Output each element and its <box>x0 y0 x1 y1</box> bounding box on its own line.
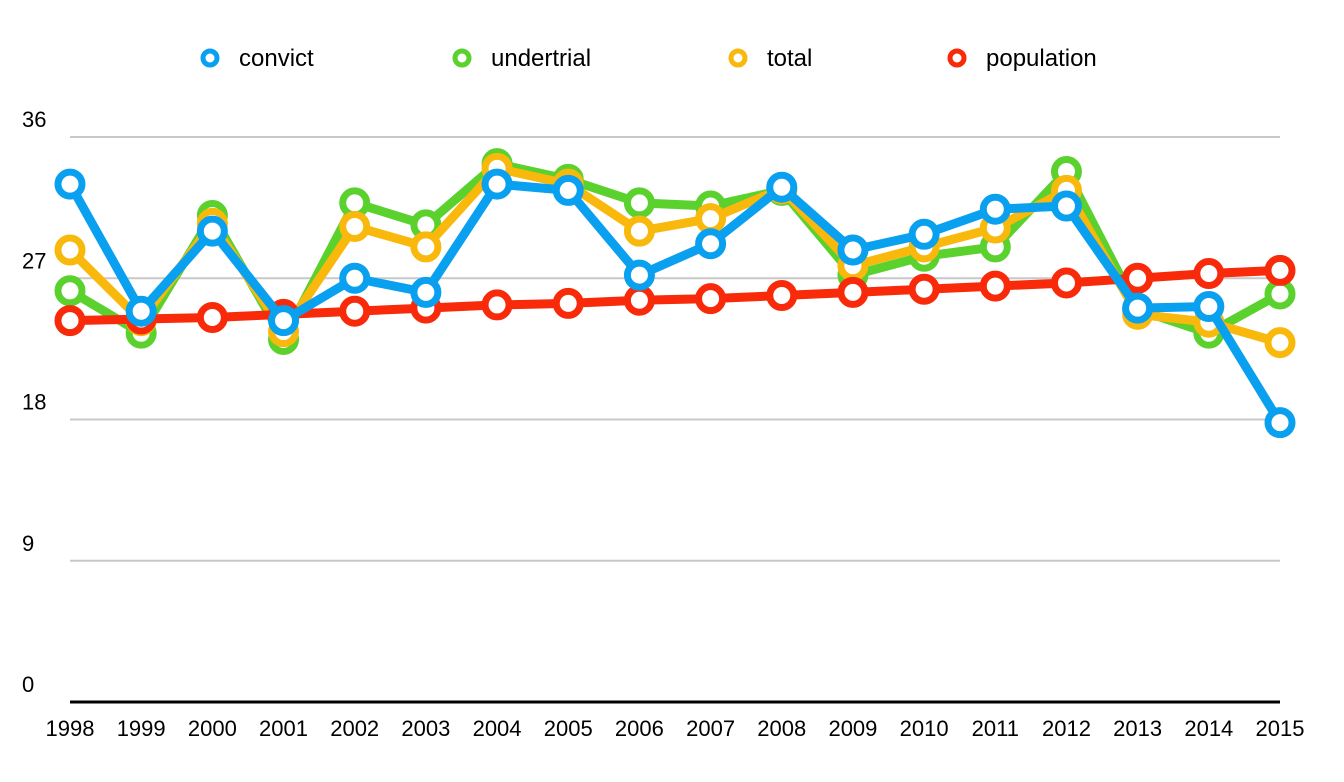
legend-label-population: population <box>986 45 1097 72</box>
data-point-convict <box>410 276 442 308</box>
legend: convict undertrial total population <box>200 45 1097 72</box>
x-tick-label: 2007 <box>686 716 735 741</box>
x-tick-label: 2005 <box>544 716 593 741</box>
x-tick-label: 2012 <box>1042 716 1091 741</box>
data-point-undertrial <box>623 187 655 219</box>
data-point-population <box>979 270 1011 302</box>
data-point-population <box>837 276 869 308</box>
data-point-convict <box>1264 407 1296 439</box>
legend-label-total: total <box>767 45 812 72</box>
data-point-population <box>339 295 371 327</box>
x-tick-label: 2001 <box>259 716 308 741</box>
x-tick-label: 2010 <box>900 716 949 741</box>
data-point-total <box>1264 327 1296 359</box>
series-undertrial <box>54 148 1296 355</box>
legend-marker-undertrial <box>452 48 472 68</box>
x-tick-label: 2006 <box>615 716 664 741</box>
plot-area <box>54 148 1296 439</box>
data-point-population <box>196 301 228 333</box>
x-tick-label: 2008 <box>757 716 806 741</box>
y-tick-label: 0 <box>22 672 34 697</box>
legend-item-total: total <box>728 45 812 72</box>
x-tick-label: 2004 <box>473 716 522 741</box>
data-point-total <box>623 215 655 247</box>
data-point-convict <box>623 259 655 291</box>
data-point-convict <box>552 174 584 206</box>
data-point-convict <box>695 228 727 260</box>
x-tick-label: 2011 <box>972 716 1019 741</box>
data-point-population <box>481 289 513 321</box>
data-point-population <box>552 287 584 319</box>
legend-label-undertrial: undertrial <box>491 45 591 72</box>
data-point-population <box>695 283 727 315</box>
x-tick-label: 1998 <box>46 716 95 741</box>
legend-item-undertrial: undertrial <box>452 45 591 72</box>
data-point-convict <box>339 262 371 294</box>
legend-item-population: population <box>947 45 1097 72</box>
data-point-population <box>623 284 655 316</box>
data-point-convict <box>1050 190 1082 222</box>
x-tick-label: 2013 <box>1113 716 1162 741</box>
x-tick-label: 2003 <box>401 716 450 741</box>
y-tick-label: 36 <box>22 107 46 132</box>
legend-item-convict: convict <box>200 45 314 72</box>
x-tick-label: 2000 <box>188 716 237 741</box>
data-point-convict <box>908 218 940 250</box>
data-point-population <box>54 305 86 337</box>
legend-marker-convict <box>200 48 220 68</box>
data-point-undertrial <box>54 275 86 307</box>
data-point-population <box>908 273 940 305</box>
y-tick-label: 9 <box>22 531 34 556</box>
data-point-convict <box>481 168 513 200</box>
x-tick-label: 2009 <box>828 716 877 741</box>
x-tick-label: 2014 <box>1184 716 1233 741</box>
y-tick-label: 18 <box>22 390 46 415</box>
x-tick-label: 2015 <box>1256 716 1305 741</box>
y-tick-label: 27 <box>22 248 46 273</box>
data-point-convict <box>268 305 300 337</box>
data-point-convict <box>1122 292 1154 324</box>
data-point-population <box>1050 267 1082 299</box>
data-point-total <box>54 234 86 266</box>
series-convict <box>54 168 1296 439</box>
data-point-population <box>1193 258 1225 290</box>
data-point-total <box>695 203 727 235</box>
legend-marker-total <box>728 48 748 68</box>
data-point-population <box>766 280 798 312</box>
data-point-population <box>1122 262 1154 294</box>
data-point-convict <box>979 193 1011 225</box>
series-line-convict <box>65 179 1285 428</box>
data-point-convict <box>1193 291 1225 322</box>
data-point-convict <box>837 234 869 266</box>
x-tick-label: 2002 <box>330 716 379 741</box>
data-point-population <box>1264 254 1296 286</box>
data-point-convict <box>54 168 86 200</box>
legend-marker-population <box>947 48 967 68</box>
legend-label-convict: convict <box>239 45 314 72</box>
y-axis-labels: 0 9 18 27 36 <box>22 107 46 697</box>
data-point-total <box>339 210 371 242</box>
data-point-convict <box>196 215 228 247</box>
data-point-convict <box>766 171 798 203</box>
x-tick-label: 1999 <box>117 716 166 741</box>
data-point-convict <box>125 295 157 327</box>
x-axis-labels: 1998 1999 2000 2001 2002 2003 2004 2005 2006 2007… <box>46 716 1305 741</box>
data-point-total <box>410 231 442 263</box>
